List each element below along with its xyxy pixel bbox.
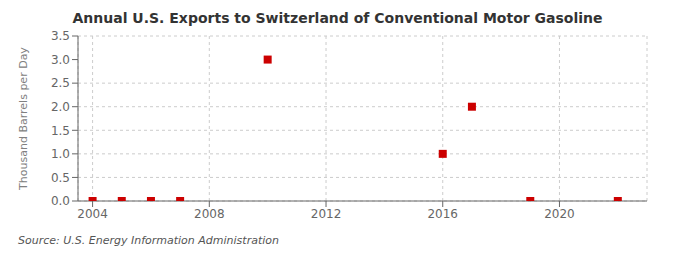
svg-text:2.5: 2.5: [51, 76, 70, 90]
html-text:Source: U.S. Energy Informatio: Source: U.S. Energy Information Administ…: [18, 234, 279, 247]
html-text:Annual U.S. Exports to Switzer: Annual U.S. Exports to Switzerland of Co…: [72, 10, 603, 26]
svg-text:3.5: 3.5: [51, 29, 70, 43]
svg-text:3.0: 3.0: [51, 53, 70, 67]
svg-text:2.0: 2.0: [51, 100, 70, 114]
svg-text:1.5: 1.5: [51, 124, 70, 138]
svg-text:2012: 2012: [311, 207, 342, 221]
svg-text:0.5: 0.5: [51, 171, 70, 185]
svg-text:Thousand Barrels per Day: Thousand Barrels per Day: [17, 47, 30, 191]
svg-text:2016: 2016: [427, 207, 458, 221]
svg-text:1.0: 1.0: [51, 147, 70, 161]
svg-text:2020: 2020: [544, 207, 575, 221]
svg-text:0.0: 0.0: [51, 194, 70, 208]
svg-text:2004: 2004: [77, 207, 108, 221]
svg-text:2008: 2008: [194, 207, 225, 221]
